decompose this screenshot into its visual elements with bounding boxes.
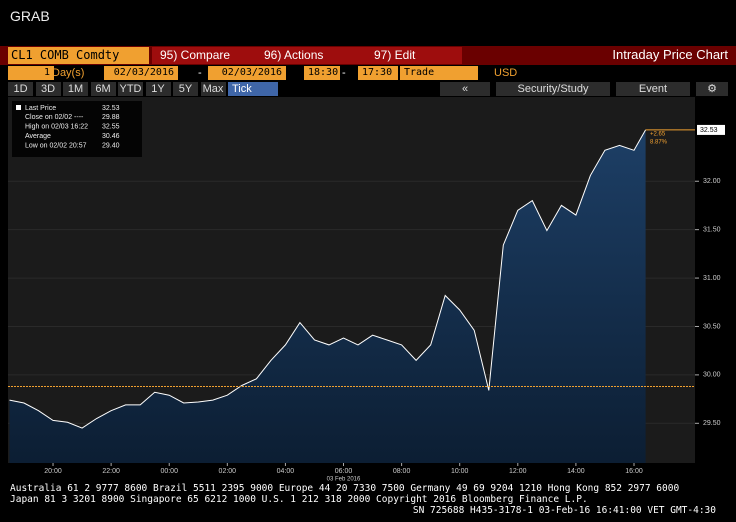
legend-value: 30.46 <box>102 133 120 140</box>
y-tick-label: 30.00 <box>703 372 721 379</box>
start-date-field[interactable]: 02/03/2016 <box>104 66 178 80</box>
end-time-field[interactable]: 17:30 <box>358 66 398 80</box>
x-tick-label: 20:00 <box>44 468 62 475</box>
x-tick-label: 12:00 <box>509 468 527 475</box>
period-button[interactable]: 6M <box>90 82 116 96</box>
x-tick-label: 16:00 <box>625 468 643 475</box>
footer-line: Australia 61 2 9777 8600 Brazil 5511 239… <box>10 483 680 494</box>
legend-box <box>12 101 142 157</box>
settings-button[interactable]: ⚙ <box>696 82 728 96</box>
y-tick-label: 32.00 <box>703 178 721 185</box>
chart: 29.50 30.00 30.50 31.00 31.50 32.00 20:00 22:00… <box>8 97 725 483</box>
legend-value: 32.55 <box>102 123 120 130</box>
period-button[interactable]: 1Y <box>145 82 171 96</box>
legend-label: High on 02/03 16:22 <box>25 123 88 130</box>
change-annotation: +2.65 <box>650 131 666 137</box>
x-tick-label: 22:00 <box>102 468 120 475</box>
area <box>9 129 646 463</box>
y-tick-label: 31.00 <box>703 275 721 282</box>
count-field[interactable]: 1 <box>8 66 54 80</box>
legend-label: Close on 02/02 ---- <box>25 114 84 121</box>
footer-line: Japan 81 3 3201 8900 Singapore 65 6212 1… <box>10 494 588 505</box>
compare-button[interactable]: 95) Compare <box>152 47 260 64</box>
legend-label: Last Price <box>25 105 56 112</box>
event-button[interactable]: Event <box>616 82 690 96</box>
currency: USD <box>494 67 518 79</box>
last-price-tag-label: 32.53 <box>700 127 718 134</box>
last-price-tag <box>697 124 725 135</box>
x-date-label: 03 Feb 2016 <box>327 477 361 483</box>
legend-label: Average <box>25 133 51 140</box>
unit-label: Day(s) <box>52 67 85 79</box>
y-tick-label: 30.50 <box>703 323 721 330</box>
period-button[interactable]: 5Y <box>173 82 198 96</box>
tick-button[interactable]: Tick <box>228 82 278 96</box>
footer-line: SN 725688 H435-3178-1 03-Feb-16 16:41:00… <box>412 505 716 516</box>
separator: - <box>342 67 346 79</box>
field-select[interactable]: Trade <box>400 66 478 80</box>
legend-label: Low on 02/02 20:57 <box>25 142 87 149</box>
pct-annotation: 8.87% <box>650 139 668 145</box>
period-button[interactable]: 1M <box>63 82 88 96</box>
x-tick-label: 02:00 <box>219 468 237 475</box>
function-title: Intraday Price Chart <box>612 47 728 62</box>
period-button[interactable]: 1D <box>8 82 33 96</box>
security-field[interactable]: CL1 COMB Comdty <box>8 47 149 64</box>
separator: - <box>198 67 202 79</box>
scroll-button[interactable]: « <box>440 82 490 96</box>
x-tick-label: 04:00 <box>277 468 295 475</box>
period-button[interactable]: Max <box>200 82 226 96</box>
x-tick-label: 08:00 <box>393 468 411 475</box>
legend-swatch <box>16 105 21 110</box>
price-line <box>9 129 647 429</box>
x-tick-label: 14:00 <box>567 468 585 475</box>
period-button[interactable]: YTD <box>118 82 143 96</box>
x-tick-label: 10:00 <box>451 468 469 475</box>
legend-value: 32.53 <box>102 105 120 112</box>
x-tick-label: 00:00 <box>160 468 178 475</box>
edit-button[interactable]: 97) Edit <box>366 47 462 64</box>
y-tick-label: 29.50 <box>703 420 721 427</box>
end-date-field[interactable]: 02/03/2016 <box>208 66 286 80</box>
period-button[interactable]: 3D <box>35 82 61 96</box>
security-study-button[interactable]: Security/Study <box>496 82 610 96</box>
start-time-field[interactable]: 18:30 <box>304 66 340 80</box>
x-tick-label: 06:00 <box>335 468 353 475</box>
legend-value: 29.40 <box>102 142 120 149</box>
legend-value: 29.88 <box>102 114 120 121</box>
y-tick-label: 31.50 <box>703 226 721 233</box>
window-title: GRAB <box>10 8 50 24</box>
actions-button[interactable]: 96) Actions <box>256 47 370 64</box>
